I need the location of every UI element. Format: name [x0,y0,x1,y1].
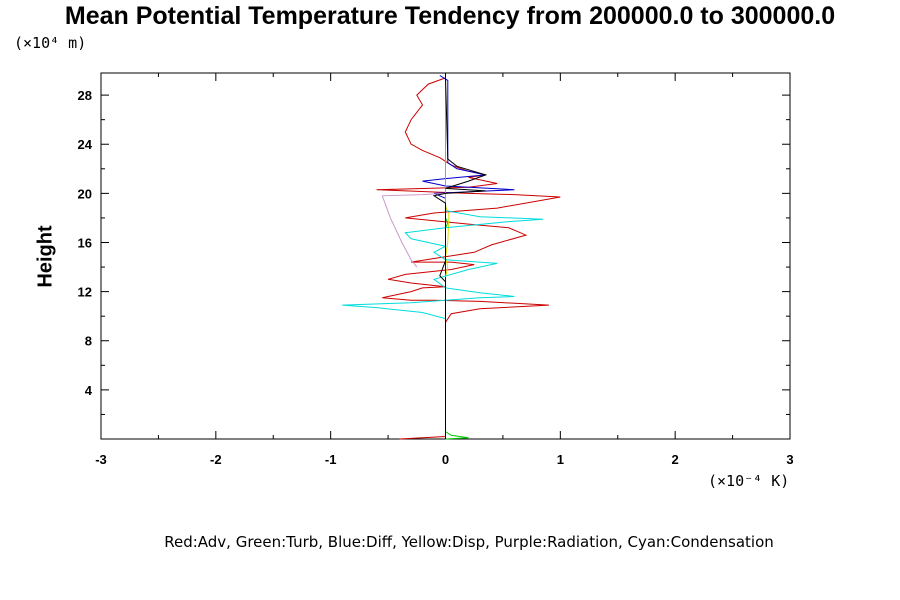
series-line-adv [376,77,561,440]
y-tick-label: 16 [78,235,92,250]
y-unit-label: (×10⁴ m) [14,34,87,52]
x-tick-label: 3 [786,452,793,467]
series-group [342,75,561,440]
series-line-total [432,77,488,439]
series-line-condensation [342,77,544,439]
x-tick-label: 2 [672,452,679,467]
legend-text: Red:Adv, Green:Turb, Blue:Diff, Yellow:D… [164,533,774,551]
y-tick-label: 24 [78,137,93,152]
x-tick-label: 0 [442,452,449,467]
series-line-diff [422,75,515,439]
x-tick-label: -3 [95,452,107,467]
series-line-turb [445,77,469,440]
series-line-disp [444,205,450,278]
x-tick-label: 1 [557,452,564,467]
series-line-radiation [381,192,446,268]
y-tick-label: 4 [85,383,93,398]
x-tick-label: -2 [210,452,222,467]
y-tick-label: 20 [78,186,92,201]
x-unit-label: (×10⁻⁴ K) [708,472,790,490]
y-tick-label: 12 [78,285,92,300]
chart-title: Mean Potential Temperature Tendency from… [64,2,836,30]
x-tick-label: -1 [325,452,337,467]
y-tick-label: 8 [85,334,92,349]
y-tick-label: 28 [78,88,92,103]
